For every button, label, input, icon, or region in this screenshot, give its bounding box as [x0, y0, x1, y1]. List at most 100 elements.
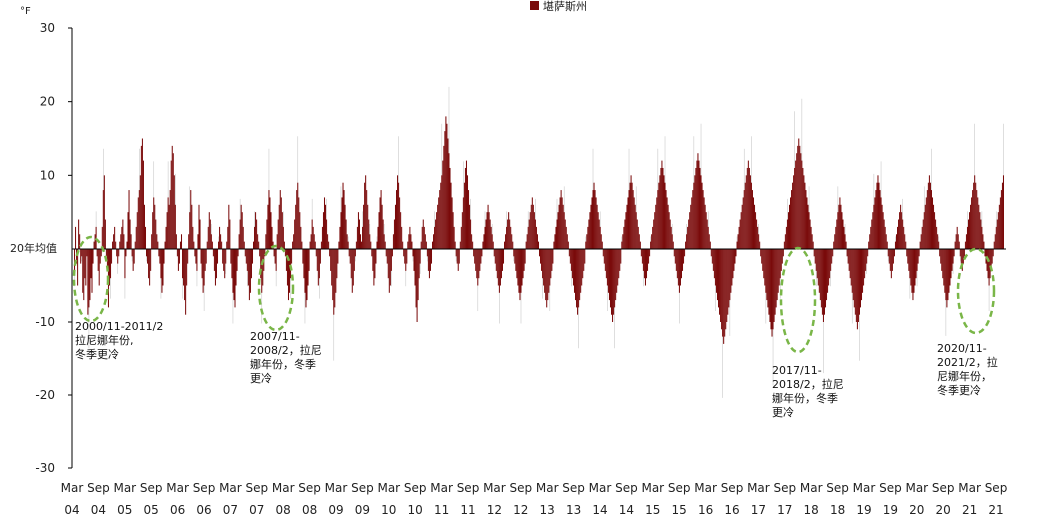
anomaly-bar — [490, 226, 492, 249]
x-tick-year: 07 — [249, 503, 264, 517]
anomaly-bar — [412, 249, 414, 257]
anomaly-bar — [731, 249, 733, 286]
anomaly-bar — [955, 234, 957, 249]
anomaly-bar — [671, 234, 673, 249]
x-tick-year: 08 — [276, 503, 291, 517]
anomaly-bar — [227, 226, 229, 249]
x-tick-year: 15 — [645, 503, 660, 517]
x-tick-year: 06 — [170, 503, 185, 517]
anomaly-bar — [244, 249, 246, 257]
anomaly-bar — [573, 249, 576, 293]
x-tick-year: 21 — [988, 503, 1003, 517]
anomaly-bar — [135, 226, 137, 249]
highlight-ellipses — [72, 235, 996, 354]
anomaly-bar — [999, 197, 1001, 249]
anomaly-bar — [891, 249, 893, 271]
anomaly-bar — [351, 249, 353, 293]
anomaly-bar — [908, 249, 910, 271]
anomaly-bar — [173, 175, 175, 249]
anomaly-bar — [349, 249, 351, 264]
anomaly-bar — [920, 234, 922, 249]
x-tick-year: 10 — [408, 503, 423, 517]
anomaly-bar — [730, 249, 732, 293]
anomaly-bar — [677, 249, 679, 286]
anomaly-bar — [492, 241, 494, 249]
anomaly-bar — [308, 249, 310, 271]
anomaly-bar — [593, 182, 595, 249]
anomaly-bar — [754, 204, 756, 249]
anomaly-bar — [249, 249, 251, 293]
anomaly-bar — [105, 249, 107, 257]
x-tick-year: 20 — [909, 503, 924, 517]
anomaly-bar — [90, 249, 92, 279]
anomaly-bar — [863, 249, 865, 286]
anomaly-bar — [91, 249, 93, 293]
anomaly-bar — [974, 175, 976, 249]
anomaly-bar — [680, 249, 682, 279]
anomaly-bar — [172, 153, 174, 249]
highlight-ellipse — [779, 246, 817, 354]
anomaly-bar — [488, 212, 490, 249]
anomaly-bar — [335, 249, 337, 293]
anomaly-bar — [85, 249, 87, 286]
anomaly-bar — [766, 249, 768, 301]
anomaly-bar — [898, 219, 900, 249]
x-tick-month: Sep — [562, 481, 585, 495]
anomaly-bar — [370, 241, 372, 249]
anomaly-bar — [733, 249, 735, 271]
anomaly-bar — [344, 204, 346, 249]
anomaly-bar — [150, 249, 152, 271]
anomaly-bar — [518, 249, 520, 293]
anomaly-bar — [410, 234, 412, 249]
anomaly-bar — [112, 241, 114, 249]
x-tick-month: Mar — [589, 481, 612, 495]
anomaly-bar — [416, 249, 418, 322]
anomaly-bar — [778, 249, 780, 286]
x-tick-month: Mar — [219, 481, 242, 495]
anomaly-bar — [298, 197, 300, 249]
anomaly-bar — [311, 219, 313, 249]
anomaly-bar — [486, 212, 488, 249]
anomaly-bar — [739, 219, 741, 249]
anomaly-bar — [934, 212, 936, 249]
anomaly-bar — [461, 212, 463, 249]
anomaly-bar — [678, 249, 680, 293]
anomaly-bar — [444, 131, 446, 249]
anomaly-bar — [383, 234, 385, 249]
anomaly-bar — [718, 249, 720, 308]
anomaly-bar — [210, 234, 212, 249]
anomaly-bar — [967, 219, 970, 249]
anomaly-bar — [222, 249, 224, 264]
anomaly-bar — [82, 249, 84, 293]
anomaly-bar — [636, 219, 638, 249]
anomaly-bar — [213, 249, 215, 271]
anomaly-bar — [391, 249, 393, 257]
anomaly-bar — [456, 249, 458, 264]
anomaly-bar — [808, 212, 810, 249]
anomaly-bar — [700, 175, 702, 249]
anomaly-bar — [675, 249, 677, 271]
x-tick-year: 09 — [355, 503, 370, 517]
anomaly-bar — [874, 197, 876, 249]
anomaly-bar — [83, 249, 85, 301]
anomaly-bar — [297, 182, 299, 249]
anomaly-bar — [711, 249, 713, 264]
anomaly-bar — [616, 249, 618, 293]
anomaly-bar — [303, 249, 305, 279]
anomaly-bar — [569, 249, 571, 264]
anomaly-bar — [889, 249, 891, 271]
anomaly-bar — [595, 197, 597, 249]
anomaly-bar — [275, 249, 277, 271]
anomaly-bar — [510, 226, 512, 249]
anomaly-bar — [129, 219, 131, 249]
x-tick-month: Mar — [377, 481, 400, 495]
anomaly-bar — [369, 234, 371, 249]
anomaly-bar — [728, 249, 730, 308]
anomaly-bar — [180, 234, 183, 249]
anomaly-bar — [479, 249, 481, 271]
anomaly-bar — [525, 241, 527, 249]
anomaly-bar — [199, 219, 201, 249]
anomaly-bar — [429, 249, 431, 271]
x-tick-month: Mar — [430, 481, 453, 495]
anomaly-bar — [821, 249, 823, 315]
